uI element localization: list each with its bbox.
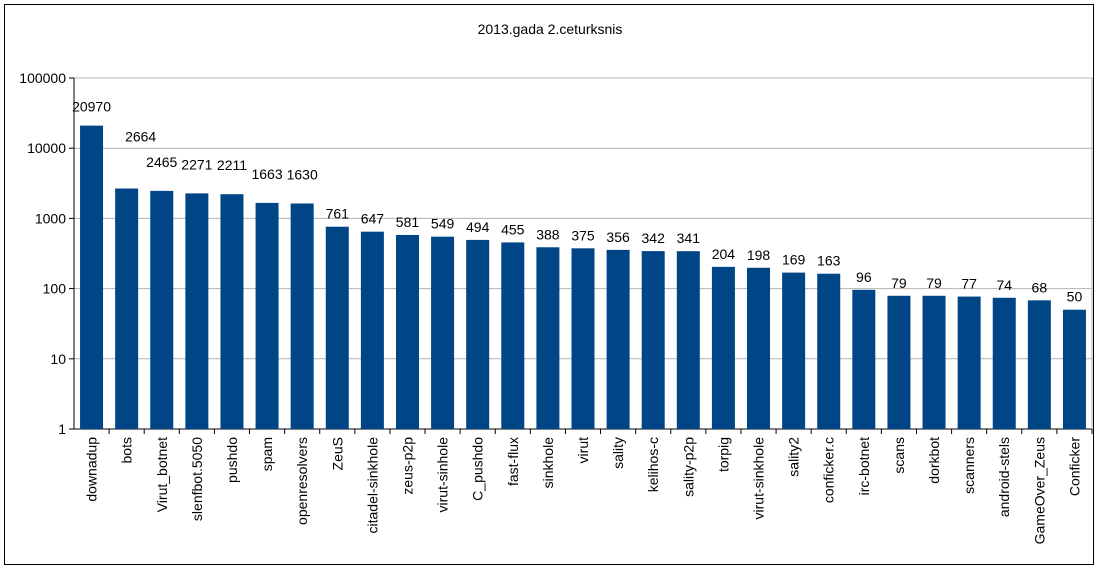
bar — [852, 289, 876, 429]
category-label: dorkbot — [926, 437, 942, 484]
data-label: 549 — [431, 216, 455, 232]
bar — [992, 297, 1016, 429]
y-tick-label: 10 — [50, 351, 66, 367]
data-label: 761 — [326, 206, 350, 222]
category-label: scans — [891, 437, 907, 474]
category-label: Virut_botnet — [154, 437, 170, 512]
bar — [220, 194, 244, 429]
category-label: scanners — [961, 437, 977, 494]
data-label: 2211 — [217, 157, 247, 173]
category-label: C_pushdo — [470, 437, 486, 501]
bar — [711, 266, 735, 429]
data-label: 68 — [1032, 279, 1048, 295]
bar — [466, 239, 490, 429]
data-label: 2465 — [146, 154, 177, 170]
category-label: virut-sinhole — [435, 437, 451, 513]
data-label: 356 — [606, 229, 630, 245]
bar — [1027, 300, 1051, 429]
bar — [887, 295, 911, 429]
bar — [747, 267, 771, 429]
category-label: kelihos-c — [645, 437, 661, 492]
category-label: virut — [575, 437, 591, 464]
data-label: 341 — [677, 230, 701, 246]
bar — [1062, 309, 1086, 429]
data-label: 1663 — [251, 166, 282, 182]
data-label: 77 — [961, 276, 977, 292]
data-label: 74 — [996, 277, 1012, 293]
category-label: sality-p2p — [680, 437, 696, 497]
category-label: downadup — [84, 437, 100, 502]
category-label: slenfbot.5050 — [189, 437, 205, 521]
data-label: 375 — [571, 227, 595, 243]
data-label: 169 — [782, 252, 806, 268]
bar — [150, 190, 174, 429]
category-label: fast-flux — [505, 437, 521, 486]
data-label: 647 — [361, 211, 385, 227]
bar — [80, 125, 104, 430]
category-label: irc-botnet — [856, 437, 872, 495]
category-label: virut-sinkhole — [751, 437, 767, 520]
data-label: 494 — [466, 219, 490, 235]
category-label: sality2 — [786, 437, 802, 477]
bar — [290, 203, 314, 429]
category-label: openresolvers — [294, 437, 310, 525]
category-label: pushdo — [224, 437, 240, 483]
category-label: Conficker — [1066, 437, 1082, 496]
data-label: 79 — [891, 275, 907, 291]
bar — [360, 231, 384, 429]
bar — [325, 226, 349, 429]
y-tick-label: 10000 — [27, 140, 66, 156]
bar — [782, 272, 806, 429]
bar — [817, 273, 841, 429]
category-label: sality — [610, 437, 626, 469]
bar — [185, 193, 209, 429]
data-label: 388 — [536, 226, 560, 242]
data-label: 163 — [817, 253, 841, 269]
bar — [676, 251, 700, 429]
bar — [571, 248, 595, 429]
bar — [395, 234, 419, 429]
category-label: torpig — [715, 437, 731, 472]
y-tick-label: 1000 — [35, 210, 66, 226]
bar — [255, 202, 279, 429]
y-tick-label: 1 — [58, 421, 66, 437]
data-label: 581 — [396, 214, 420, 230]
data-label: 2271 — [181, 156, 212, 172]
bar — [115, 188, 139, 429]
category-label: sinkhole — [540, 437, 556, 489]
bar — [536, 247, 560, 429]
data-label: 204 — [712, 246, 736, 262]
bar — [957, 296, 981, 429]
bar — [922, 295, 946, 429]
bar — [501, 242, 525, 429]
category-label: citadel-sinkhole — [364, 437, 380, 534]
data-label: 455 — [501, 221, 525, 237]
bar — [641, 251, 665, 429]
category-label: android-stels — [996, 437, 1012, 517]
data-label: 79 — [926, 275, 942, 291]
data-label: 96 — [856, 269, 872, 285]
category-label: zeus-p2p — [399, 437, 415, 495]
data-label: 20970 — [72, 99, 111, 115]
category-label: bots — [119, 437, 135, 463]
category-label: conficker.c — [821, 437, 837, 503]
data-label: 342 — [642, 230, 666, 246]
bar — [431, 236, 455, 429]
data-label: 198 — [747, 247, 771, 263]
category-label: spam — [259, 437, 275, 471]
data-label: 1630 — [287, 167, 318, 183]
bar — [606, 249, 630, 429]
data-label: 50 — [1067, 289, 1083, 305]
category-label: GameOver_Zeus — [1031, 437, 1047, 544]
category-label: ZeuS — [329, 437, 345, 470]
chart-title: 2013.gada 2.ceturksnis — [477, 21, 623, 37]
y-tick-label: 100 — [43, 281, 67, 297]
y-tick-label: 100000 — [19, 70, 66, 86]
data-label: 2664 — [125, 129, 156, 145]
